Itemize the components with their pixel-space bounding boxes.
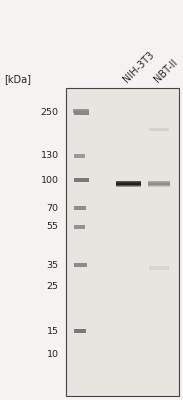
- Text: 35: 35: [46, 261, 59, 270]
- Bar: [116, 184, 141, 186]
- Bar: [74, 329, 86, 333]
- Text: 25: 25: [46, 282, 59, 291]
- Bar: [116, 181, 141, 183]
- Bar: [148, 183, 170, 185]
- Text: 70: 70: [46, 204, 59, 213]
- Bar: [74, 206, 86, 210]
- Bar: [74, 154, 85, 158]
- Bar: [116, 185, 141, 187]
- Bar: [148, 185, 170, 187]
- Bar: [148, 181, 170, 183]
- Text: 55: 55: [46, 222, 59, 231]
- Bar: [116, 184, 141, 186]
- Bar: [74, 263, 87, 267]
- Bar: [116, 180, 141, 182]
- Text: 10: 10: [46, 350, 59, 359]
- Bar: [66, 88, 179, 396]
- Text: 100: 100: [41, 176, 59, 185]
- Text: [kDa]: [kDa]: [4, 74, 31, 84]
- Bar: [116, 183, 141, 185]
- Bar: [149, 266, 169, 270]
- Text: 250: 250: [41, 108, 59, 117]
- Bar: [74, 111, 89, 115]
- Bar: [74, 224, 85, 229]
- Text: 130: 130: [40, 151, 59, 160]
- Bar: [148, 180, 170, 182]
- Text: 15: 15: [46, 327, 59, 336]
- Text: NBT-II: NBT-II: [152, 57, 179, 84]
- Text: NIH-3T3: NIH-3T3: [121, 49, 156, 84]
- Bar: [116, 182, 141, 184]
- Bar: [73, 109, 89, 114]
- Bar: [74, 178, 89, 182]
- Bar: [148, 184, 170, 186]
- Bar: [148, 182, 170, 184]
- Bar: [148, 184, 170, 186]
- Bar: [149, 128, 169, 132]
